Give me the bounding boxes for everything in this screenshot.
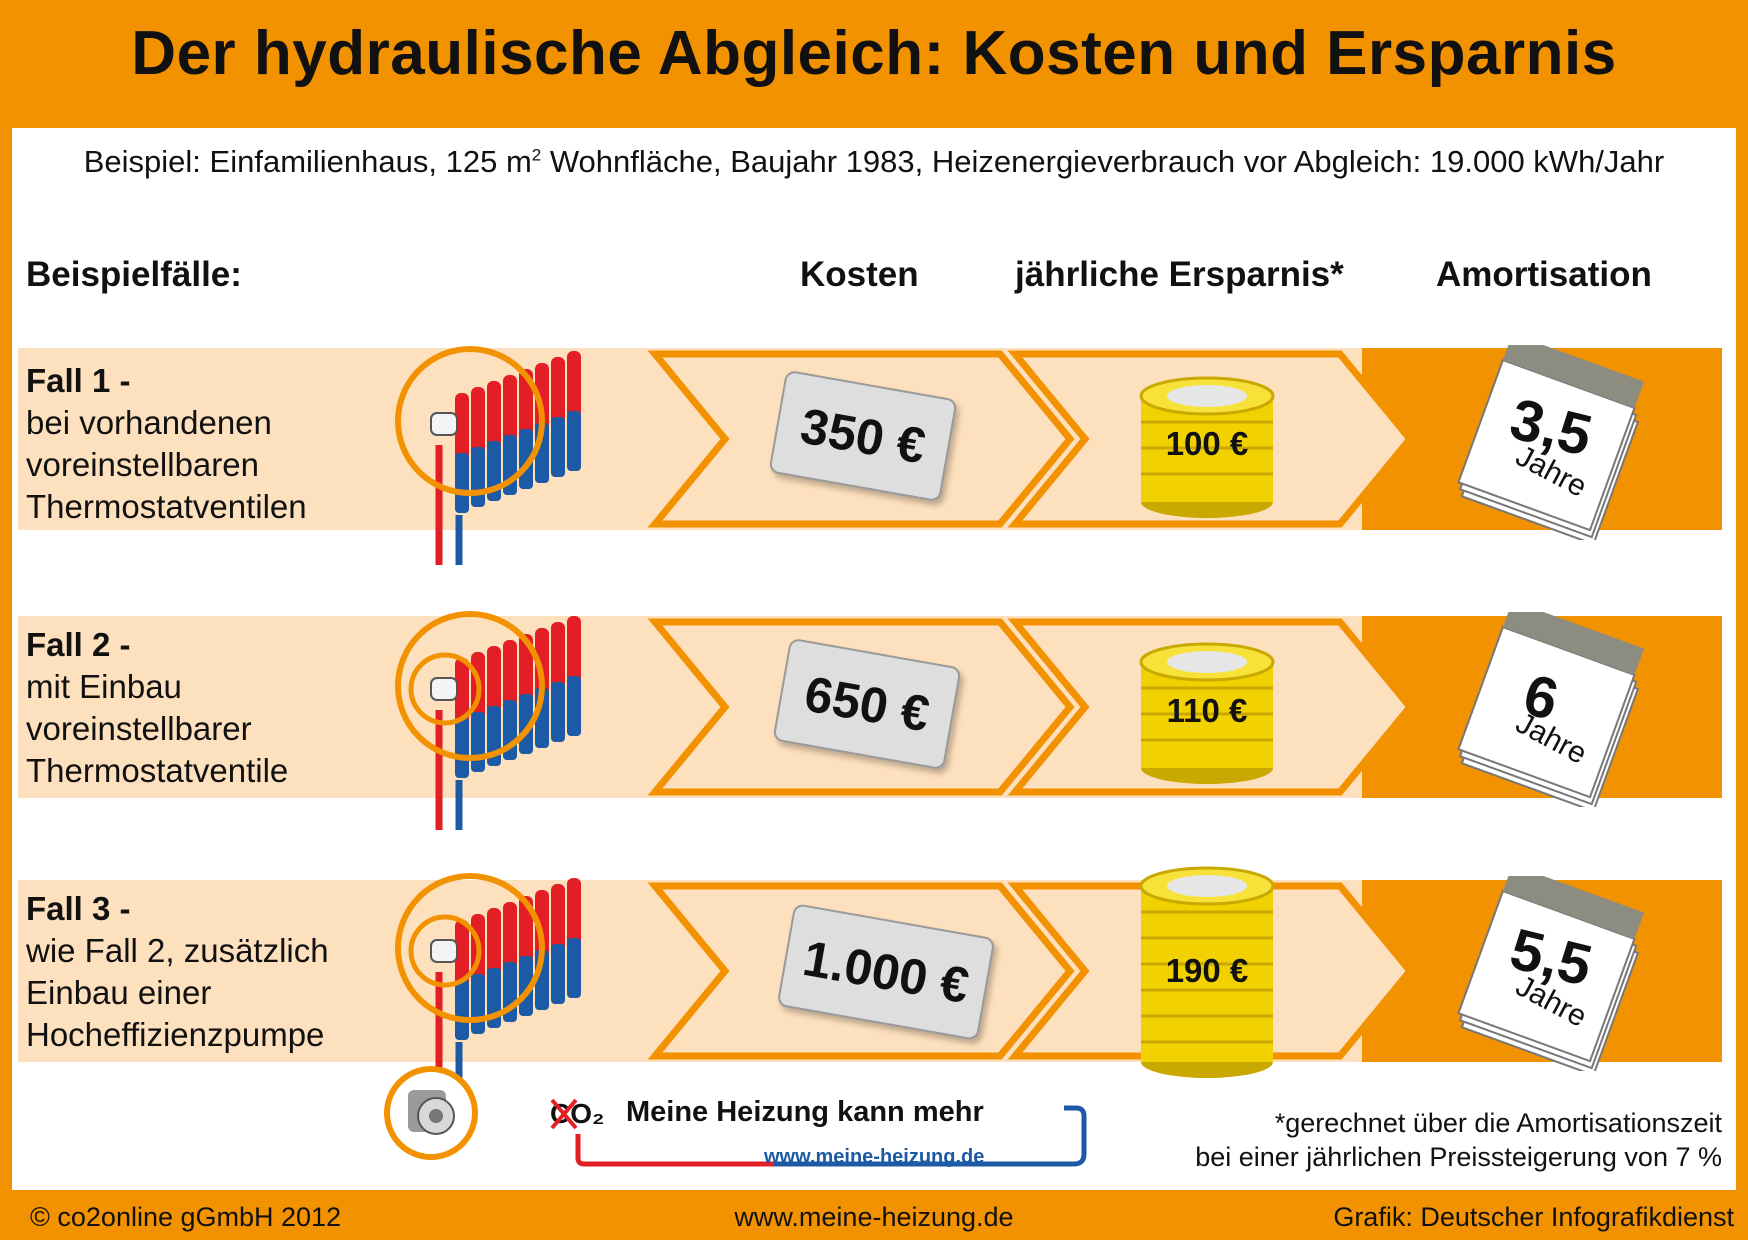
case-line: wie Fall 2, zusätzlich [26, 932, 329, 969]
logo-strike-icon [550, 1098, 578, 1130]
footer-credit: Grafik: Deutscher Infografikdienst [1333, 1202, 1734, 1232]
case-title-3: Fall 3 - [26, 890, 131, 927]
subtitle: Beispiel: Einfamilienhaus, 125 m2 Wohnfl… [0, 144, 1748, 180]
saving-value-3: 190 € [1165, 952, 1249, 989]
calendar-icon-1 [1457, 345, 1645, 540]
footnote-line: *gerechnet über die Amortisationszeit [1274, 1108, 1722, 1138]
case-line: Hocheffizienzpumpe [26, 1016, 325, 1053]
header-saving: jährliche Ersparnis* [1015, 255, 1344, 294]
saving-value-1: 100 € [1165, 425, 1249, 462]
saving-value-2: 110 € [1166, 692, 1248, 729]
page-title: Der hydraulische Abgleich: Kosten und Er… [131, 19, 1617, 88]
chevrons-1 [647, 350, 1410, 528]
calendar-icon-2 [1457, 612, 1645, 807]
subtitle-after: Wohnfläche, Baujahr 1983, Heizenergiever… [541, 144, 1665, 179]
subtitle-before: Beispiel: Einfamilienhaus, 125 m [83, 144, 532, 179]
case-description-1: Fall 1 - bei vorhandenen voreinstellbare… [26, 360, 307, 528]
case-line: mit Einbau [26, 668, 182, 705]
header-amortisation: Amortisation [1436, 255, 1652, 294]
case-line: Einbau einer [26, 974, 212, 1011]
header-cases: Beispielfälle: [26, 255, 242, 294]
radiator-icon-2 [395, 611, 581, 830]
case-line: voreinstellbarer [26, 710, 252, 747]
radiator-icon-1 [395, 346, 581, 565]
footer-url[interactable]: www.meine-heizung.de [734, 1202, 1014, 1232]
calendar-icon-3 [1457, 876, 1645, 1071]
logo-frame-icon [575, 1105, 1087, 1167]
coin-stack-icon-3 [1139, 866, 1275, 1078]
footnote-line: bei einer jährlichen Preissteigerung von… [1195, 1142, 1722, 1172]
coin-stack-icon-2 [1139, 642, 1275, 784]
logo-url[interactable]: www.meine-heizung.de [764, 1146, 985, 1168]
subtitle-sup: 2 [531, 145, 542, 165]
pump-icon [384, 1066, 478, 1160]
case-description-3: Fall 3 - wie Fall 2, zusätzlich Einbau e… [26, 888, 329, 1056]
case-line: Thermostatventile [26, 752, 289, 789]
radiator-icon-3 [395, 873, 581, 1092]
case-line: voreinstellbaren [26, 446, 259, 483]
footnote: *gerechnet über die Amortisationszeit be… [1195, 1106, 1722, 1174]
case-line: bei vorhandenen [26, 404, 272, 441]
case-title-1: Fall 1 - [26, 362, 131, 399]
logo-text: Meine Heizung kann mehr [626, 1096, 984, 1128]
footer-copyright: © co2online gGmbH 2012 [30, 1202, 342, 1232]
chevrons-3 [647, 882, 1410, 1060]
coin-stack-icon-1 [1139, 376, 1275, 518]
case-line: Thermostatventilen [26, 488, 307, 525]
logo-co2: CO₂ [550, 1098, 605, 1129]
header-cost: Kosten [800, 255, 919, 294]
case-title-2: Fall 2 - [26, 626, 131, 663]
chevrons-2 [647, 618, 1410, 796]
case-description-2: Fall 2 - mit Einbau voreinstellbarer The… [26, 624, 288, 792]
